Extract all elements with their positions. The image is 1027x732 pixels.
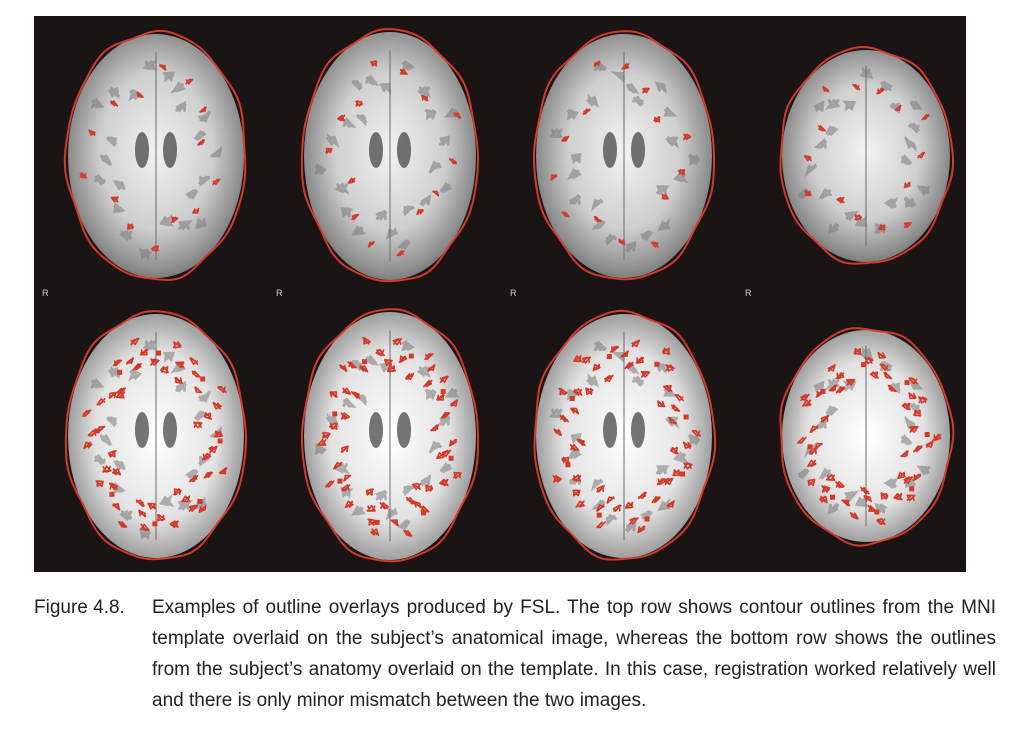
brain-slice-bottom-3 [533, 309, 717, 561]
side-marker-r: R [510, 288, 517, 298]
figure-caption: Figure 4.8. Examples of outline overlays… [34, 592, 996, 716]
brain-slice-bottom-4 [779, 327, 955, 547]
brain-slice-top-2 [300, 28, 479, 283]
caption-text: Examples of outline overlays produced by… [152, 597, 996, 711]
brain-slice-top-1 [63, 29, 247, 282]
brain-slice-top-3 [533, 30, 715, 281]
side-marker-r: R [745, 288, 752, 298]
brain-slice-bottom-1 [64, 310, 247, 561]
brain-slice-bottom-2 [301, 308, 479, 563]
side-marker-r: R [276, 288, 283, 298]
side-marker-r: R [42, 288, 49, 298]
figure-label: Figure 4.8. [34, 597, 125, 618]
brain-slice-top-4 [779, 45, 954, 265]
